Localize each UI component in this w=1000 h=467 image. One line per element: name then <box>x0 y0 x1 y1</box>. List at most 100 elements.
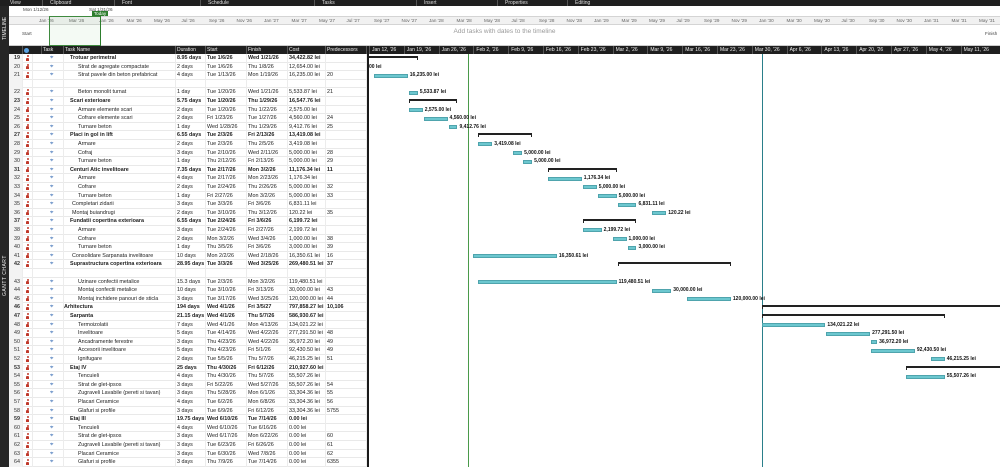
finish-cell[interactable]: Wed 3/4/26 <box>247 234 288 244</box>
cost-cell[interactable]: 3,419.08 lei <box>288 140 326 149</box>
task-bar[interactable] <box>423 116 448 121</box>
duration-cell[interactable]: 7 days <box>176 320 206 330</box>
split-divider[interactable] <box>367 46 369 467</box>
finish-cell[interactable]: Fri 3/6/26 <box>247 200 288 209</box>
task-mode-cell[interactable] <box>42 200 64 209</box>
header-predecessors[interactable]: Predecessors <box>326 46 367 54</box>
duration-cell[interactable]: 21.15 days <box>177 312 206 321</box>
predecessors-cell[interactable] <box>326 140 367 149</box>
row-id[interactable]: 20 <box>9 62 23 72</box>
row-id[interactable]: 36 <box>9 208 23 218</box>
task-row[interactable]: 35 Completari zidarii 3 days Tue 3/3/26 Fri … <box>9 200 367 209</box>
row-id[interactable]: 64 <box>9 458 23 467</box>
task-name-cell[interactable]: Placari Ceramice <box>64 398 176 407</box>
finish-cell[interactable]: Thu 5/7/26 <box>247 355 288 364</box>
task-mode-cell[interactable] <box>42 337 64 347</box>
task-name-cell[interactable]: Cofrare <box>64 234 176 244</box>
cost-cell[interactable]: 6,831.11 lei <box>288 200 326 209</box>
task-row[interactable]: 39 Cofrare 2 days Mon 3/2/26 Wed 3/4/26 1,000… <box>9 234 367 244</box>
duration-cell[interactable]: 2 days <box>176 355 206 364</box>
cost-cell[interactable]: 55,507.26 lei <box>288 372 326 381</box>
finish-cell[interactable]: Mon 3/2/26 <box>247 277 288 287</box>
summary-bar[interactable] <box>547 167 617 172</box>
summary-bar[interactable] <box>761 314 945 318</box>
predecessors-cell[interactable] <box>326 226 367 235</box>
task-name-cell[interactable]: Strat de glet-ipsos <box>64 380 176 390</box>
start-cell[interactable]: Tue 2/10/26 <box>206 148 247 158</box>
predecessors-cell[interactable] <box>326 62 367 72</box>
cost-cell[interactable]: 0.00 lei <box>288 432 326 441</box>
cost-cell[interactable]: 0.00 lei <box>288 415 326 424</box>
duration-cell[interactable]: 1 day <box>176 88 206 97</box>
row-id[interactable]: 42 <box>9 260 23 269</box>
task-row[interactable]: 33 Cofrare 2 days Tue 2/24/26 Thu 2/26/26 5,0… <box>9 183 367 192</box>
task-name-cell[interactable]: Placari Ceramice <box>64 449 176 459</box>
start-cell[interactable]: Tue 6/23/26 <box>206 441 247 450</box>
task-row[interactable]: 56 Zugraveli Lavabile (pereti si tavan) 3 … <box>9 389 367 398</box>
cost-cell[interactable]: 0.00 lei <box>288 423 326 433</box>
finish-cell[interactable]: Thu 1/8/26 <box>247 62 288 72</box>
duration-cell[interactable]: 28.95 days <box>177 260 206 269</box>
task-bar[interactable] <box>478 279 617 284</box>
cost-cell[interactable]: 12,654.00 lei <box>288 62 326 72</box>
task-mode-cell[interactable] <box>42 97 64 106</box>
row-id[interactable]: 54 <box>9 372 23 381</box>
cost-cell[interactable]: 1,176.34 lei <box>288 174 326 183</box>
task-row[interactable]: 20 Strat de agregate compactate 2 days Tue … <box>9 62 367 72</box>
duration-cell[interactable]: 2 days <box>176 114 206 123</box>
duration-cell[interactable]: 2 days <box>176 105 206 115</box>
task-row[interactable] <box>9 79 367 89</box>
task-row[interactable]: 32 Armare 4 days Tue 2/17/26 Mon 2/23/26 1,17… <box>9 174 367 183</box>
finish-cell[interactable]: Thu 5/7/26 <box>247 312 288 321</box>
cost-cell[interactable]: 2,575.00 lei <box>288 105 326 115</box>
cost-cell[interactable]: 0.00 lei <box>288 458 326 467</box>
task-bar[interactable] <box>905 374 945 379</box>
cost-cell[interactable]: 33,304.36 lei <box>288 398 326 407</box>
summary-bar[interactable] <box>408 99 458 103</box>
cost-cell[interactable]: 120.22 lei <box>288 208 326 218</box>
header-indicators[interactable] <box>23 46 42 54</box>
row-id[interactable]: 25 <box>9 114 23 123</box>
finish-cell[interactable]: Wed 7/8/26 <box>247 449 288 459</box>
duration-cell[interactable]: 2 days <box>176 183 206 192</box>
task-row[interactable]: 49 Invelitoare 5 days Tue 4/14/26 Wed 4/22/2… <box>9 329 367 338</box>
summary-bar[interactable] <box>369 56 418 60</box>
summary-task-row[interactable]: 31 Centuri Atic invelitoare 7.35 days Tue 2… <box>9 165 367 175</box>
row-id[interactable]: 33 <box>9 183 23 192</box>
duration-cell[interactable]: 10 days <box>176 286 206 295</box>
cost-cell[interactable]: 269,480.51 lei <box>288 260 326 269</box>
duration-cell[interactable]: 5 days <box>176 346 206 355</box>
task-name-cell[interactable]: Turnare beton <box>64 243 176 252</box>
start-cell[interactable]: Tue 6/30/26 <box>206 449 247 459</box>
task-row[interactable]: 54 Tencuieli 4 days Thu 4/30/26 Thu 5/7/26 55… <box>9 372 367 381</box>
start-cell[interactable]: Tue 2/3/26 <box>206 131 247 140</box>
row-id[interactable]: 41 <box>9 251 23 261</box>
row-id[interactable]: 19 <box>9 54 23 63</box>
task-name-cell[interactable]: Cofrare <box>64 183 176 192</box>
finish-cell[interactable]: Wed 4/22/26 <box>247 329 288 338</box>
task-name-cell[interactable]: Termoizolatii <box>64 320 176 330</box>
cost-cell[interactable]: 36,972.20 lei <box>288 337 326 347</box>
finish-cell[interactable]: Thu 2/26/26 <box>247 183 288 192</box>
duration-cell[interactable]: 25 days <box>176 363 206 373</box>
duration-cell[interactable]: 7.35 days <box>176 165 206 175</box>
start-cell[interactable]: Thu 4/30/26 <box>206 363 247 373</box>
row-id[interactable] <box>9 269 23 278</box>
task-mode-cell[interactable] <box>42 458 64 467</box>
start-cell[interactable]: Tue 3/17/26 <box>206 294 247 304</box>
start-cell[interactable]: Tue 3/10/26 <box>206 286 247 295</box>
start-cell[interactable]: Thu 4/23/26 <box>206 346 247 355</box>
duration-cell[interactable]: 10 days <box>176 251 206 261</box>
task-row[interactable]: 45 Montaj inchidere panouri de sticla 3 da… <box>9 294 367 304</box>
task-name-cell[interactable] <box>64 79 176 89</box>
start-cell[interactable]: Tue 3/3/26 <box>206 200 247 209</box>
row-id[interactable] <box>9 79 23 89</box>
gantt-chart[interactable]: Jan 12, '26 Jan 19, '26 Jan 26, '26 Feb 2, … <box>369 46 1000 467</box>
start-cell[interactable]: Tue 2/17/26 <box>206 165 247 175</box>
task-name-cell[interactable] <box>64 269 176 278</box>
predecessors-cell[interactable] <box>326 200 367 209</box>
start-cell[interactable]: Tue 2/24/26 <box>206 183 247 192</box>
task-mode-cell[interactable] <box>42 208 64 218</box>
task-row[interactable]: 41 Consolidare Sarpanata invelitoare 10 da… <box>9 251 367 261</box>
predecessors-cell[interactable]: 43 <box>326 286 367 295</box>
